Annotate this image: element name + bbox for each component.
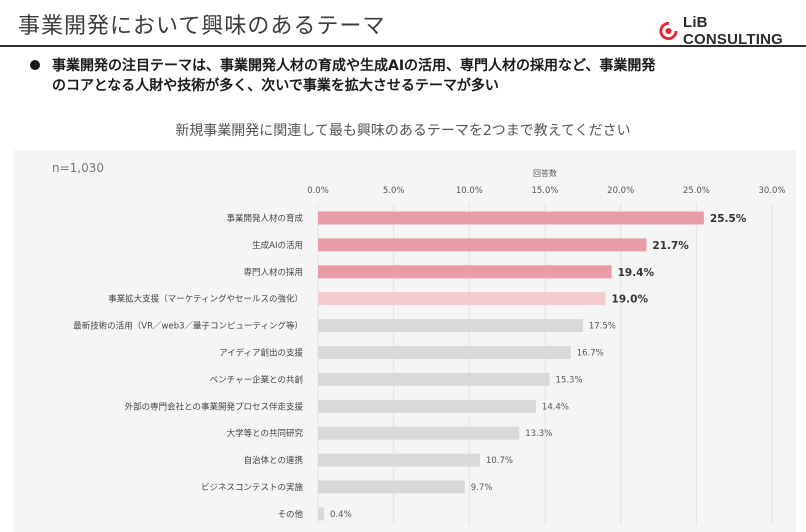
category-label: 大学等との共同研究 [227, 428, 304, 439]
x-tick-label: 10.0% [456, 186, 483, 196]
category-label: 生成AIの活用 [252, 240, 303, 251]
logo-text: LiB CONSULTING [682, 14, 784, 48]
bar [318, 372, 550, 386]
bar [318, 265, 612, 279]
value-label: 15.3% [556, 375, 583, 385]
key-message-line1: 事業開発の注目テーマは、事業開発人材の育成や生成AIの活用、専門人材の採用など、… [52, 58, 656, 74]
x-tick-label: 20.0% [607, 186, 634, 196]
x-tick-label: 15.0% [531, 186, 558, 196]
value-label: 17.5% [589, 322, 616, 332]
value-label: 13.3% [525, 429, 552, 439]
category-label: 外部の専門会社との事業開発プロセス伴走支援 [125, 401, 304, 412]
value-label: 10.7% [486, 456, 513, 466]
value-label: 19.4% [618, 267, 655, 279]
value-label: 25.5% [710, 213, 747, 225]
value-label: 14.4% [542, 402, 569, 412]
x-tick-label: 0.0% [307, 186, 329, 196]
bar [318, 238, 647, 252]
value-label: 0.4% [330, 510, 352, 520]
x-tick-label: 25.0% [683, 186, 710, 196]
survey-question: 新規事業開発に関連して最も興味のあるテーマを2つまで教えてください [175, 123, 631, 139]
company-logo: LiB CONSULTING [658, 14, 806, 48]
value-label: 19.0% [612, 294, 649, 306]
logo-mark-icon [659, 21, 678, 41]
category-label: その他 [277, 509, 303, 520]
bar [318, 346, 571, 359]
bullet-icon [30, 60, 40, 70]
value-label: 21.7% [652, 240, 689, 252]
sample-size: n=1,030 [52, 161, 104, 175]
category-label: ビジネスコンテストの実施 [201, 482, 304, 493]
bar [318, 480, 465, 494]
page-title: 事業開発において興味のあるテーマ [18, 14, 386, 39]
x-tick-label: 5.0% [383, 186, 405, 196]
key-message-line2: のコアとなる人財や技術が多く、次いで事業を拡大させるテーマが多い [52, 78, 499, 94]
category-label: 事業拡大支援（マーケティングやセールスの強化） [108, 294, 303, 305]
bar [318, 319, 583, 333]
bar [318, 399, 536, 413]
category-label: 事業開発人材の育成 [226, 213, 303, 224]
category-label: ベンチャー企業との共創 [210, 374, 303, 385]
x-axis-title: 回答数 [533, 168, 557, 178]
value-label: 16.7% [577, 349, 604, 359]
bar [318, 426, 520, 440]
category-label: 最新技術の活用（VR／web3／量子コンピューティング等） [73, 321, 303, 332]
bar [318, 292, 606, 306]
bar [318, 211, 704, 225]
value-label: 9.7% [471, 483, 493, 493]
category-label: 自治体との連携 [244, 455, 303, 466]
bar [318, 507, 325, 521]
x-tick-label: 30.0% [758, 186, 785, 196]
header-divider [0, 45, 806, 47]
category-label: 専門人材の採用 [243, 267, 303, 278]
category-label: アイディア創出の支援 [219, 348, 303, 359]
bar [318, 453, 480, 467]
